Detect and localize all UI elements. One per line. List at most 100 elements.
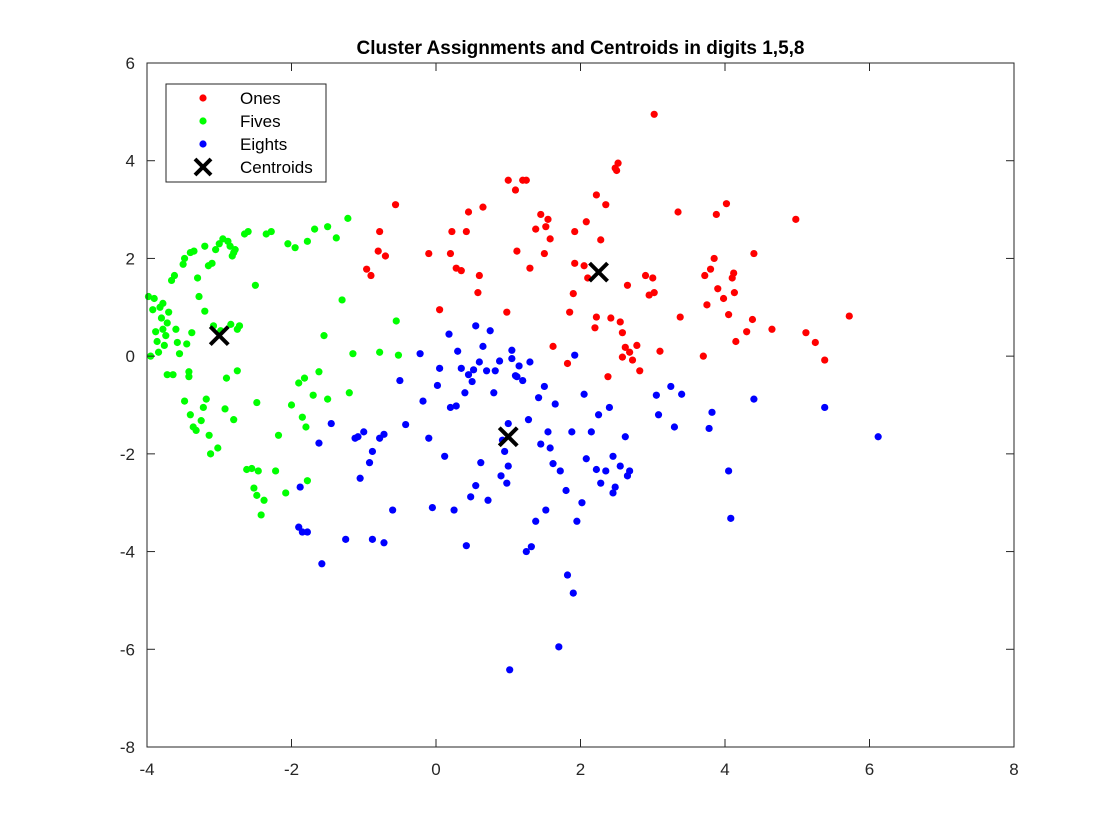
data-point <box>363 265 371 273</box>
data-point <box>597 236 605 244</box>
data-point <box>315 439 323 447</box>
data-point <box>569 290 577 298</box>
data-point <box>580 262 588 270</box>
x-tick-label: 0 <box>431 760 440 779</box>
data-point <box>654 411 663 419</box>
data-point <box>573 517 581 525</box>
x-tick-label: 2 <box>576 760 585 779</box>
data-point <box>670 423 679 431</box>
data-point <box>462 227 470 236</box>
data-point <box>454 347 462 355</box>
y-tick-label: 0 <box>126 347 135 366</box>
data-point <box>621 343 629 351</box>
data-point <box>315 368 323 376</box>
data-point <box>537 210 545 219</box>
data-point <box>342 535 350 543</box>
data-point <box>678 390 686 398</box>
data-point <box>609 489 617 497</box>
y-tick-label: -2 <box>120 445 135 464</box>
data-point <box>446 403 455 412</box>
x-tick-label: 8 <box>1009 760 1018 779</box>
data-point <box>650 289 658 297</box>
legend: Ones Fives Eights Centroids <box>165 83 327 183</box>
data-point <box>457 267 465 275</box>
data-point <box>582 218 590 226</box>
data-point <box>227 320 235 328</box>
data-point <box>368 535 377 543</box>
data-point <box>511 186 520 194</box>
y-tick-label: -6 <box>120 640 135 659</box>
data-point <box>445 330 453 338</box>
data-point <box>616 462 624 470</box>
data-point <box>527 543 535 551</box>
data-point <box>513 247 521 255</box>
data-point <box>396 376 404 385</box>
data-point <box>153 337 161 346</box>
data-point <box>506 666 514 674</box>
data-point <box>618 353 627 361</box>
data-point <box>468 377 476 386</box>
data-point <box>534 394 543 402</box>
data-point <box>628 356 637 364</box>
data-marks <box>144 110 882 674</box>
data-point <box>303 477 311 485</box>
data-point <box>503 308 511 316</box>
data-point <box>563 571 572 579</box>
data-point <box>594 411 603 419</box>
y-tick-label: 2 <box>126 249 135 268</box>
legend-box <box>165 83 327 183</box>
data-point <box>582 455 590 463</box>
data-point <box>708 408 716 416</box>
data-point <box>605 403 614 412</box>
data-point <box>602 201 610 209</box>
data-point <box>389 506 397 514</box>
data-point <box>714 285 722 293</box>
data-point <box>699 352 707 360</box>
data-point <box>592 191 600 199</box>
data-point <box>180 254 189 263</box>
data-point <box>504 462 512 470</box>
data-point <box>188 329 196 337</box>
data-point <box>566 308 574 316</box>
data-point <box>183 340 191 348</box>
series-centroids <box>208 261 609 448</box>
data-point <box>374 247 382 255</box>
centroid-marker <box>208 325 230 347</box>
data-point <box>214 444 222 452</box>
data-point <box>274 431 283 439</box>
data-point <box>641 271 650 280</box>
data-point <box>260 496 268 504</box>
data-point <box>546 235 554 243</box>
data-point <box>556 467 564 475</box>
data-point <box>614 159 622 167</box>
data-point <box>626 348 634 356</box>
legend-label: Ones <box>240 89 281 108</box>
data-point <box>611 483 619 491</box>
data-point <box>291 244 299 252</box>
data-point <box>526 358 534 366</box>
data-point <box>248 464 256 473</box>
data-point <box>332 234 340 242</box>
data-point <box>311 225 319 233</box>
data-point <box>338 296 346 304</box>
data-point <box>149 306 157 314</box>
data-point <box>201 242 209 250</box>
data-point <box>254 467 262 475</box>
data-point <box>324 223 332 231</box>
data-point <box>380 430 388 438</box>
centroid-marker <box>588 261 609 283</box>
data-point <box>730 269 738 277</box>
data-point <box>515 362 523 370</box>
data-point <box>450 506 458 514</box>
data-point <box>367 271 375 280</box>
data-point <box>484 496 492 504</box>
data-point <box>811 338 819 347</box>
data-point <box>513 373 521 381</box>
data-point <box>725 311 733 319</box>
data-point <box>477 459 485 467</box>
data-point <box>160 341 168 349</box>
data-point <box>287 401 296 409</box>
data-point <box>464 371 473 379</box>
data-point <box>296 483 304 491</box>
data-point <box>609 452 617 460</box>
